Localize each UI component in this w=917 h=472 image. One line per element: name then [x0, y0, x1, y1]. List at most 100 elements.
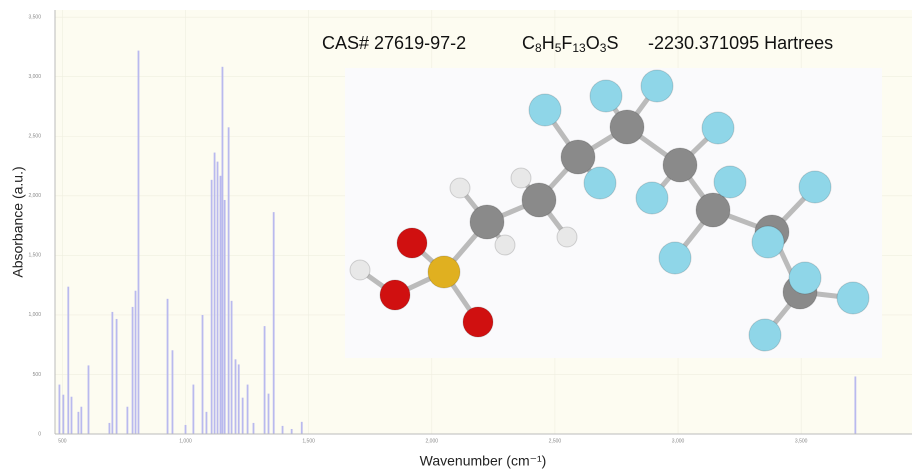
- atom: [379, 279, 411, 311]
- energy: -2230.371095 Hartrees: [648, 33, 833, 53]
- atom: [494, 234, 516, 256]
- atom: [469, 204, 505, 240]
- cas-number: CAS# 27619-97-2: [322, 33, 466, 53]
- peak: [70, 396, 73, 434]
- peak: [246, 384, 249, 434]
- formula-element: H: [542, 33, 555, 53]
- y-tick-label: 3,500: [28, 14, 41, 20]
- formula-element: O: [586, 33, 600, 53]
- x-tick-label: 2,000: [426, 438, 439, 444]
- x-tick-label: 1,000: [179, 438, 192, 444]
- peak: [237, 364, 240, 434]
- peak: [300, 421, 303, 434]
- atom: [695, 192, 731, 228]
- peak: [223, 199, 226, 434]
- atom: [751, 225, 785, 259]
- x-tick-label: 2,500: [549, 438, 562, 444]
- peak: [272, 212, 275, 434]
- formula-subscript: 8: [535, 41, 542, 55]
- peak: [281, 425, 284, 434]
- atom: [609, 109, 645, 145]
- peak: [126, 406, 129, 434]
- atom: [701, 111, 735, 145]
- peak: [171, 350, 174, 434]
- peak: [219, 175, 222, 434]
- y-tick-label: 1,000: [28, 312, 41, 318]
- peak: [221, 66, 224, 435]
- peak: [205, 411, 208, 434]
- y-tick-label: 500: [33, 372, 42, 378]
- atom: [836, 281, 870, 315]
- atom: [583, 166, 617, 200]
- atom: [556, 226, 578, 248]
- x-tick-label: 1,500: [302, 438, 315, 444]
- atom: [713, 165, 747, 199]
- y-axis-label: Absorbance (a.u.): [10, 166, 26, 277]
- peak: [131, 306, 134, 434]
- peak: [67, 286, 70, 434]
- y-tick-label: 2,000: [28, 193, 41, 199]
- y-tick-label: 1,500: [28, 253, 41, 259]
- peak: [252, 422, 255, 434]
- peak: [216, 161, 219, 435]
- atom: [396, 227, 428, 259]
- peak: [263, 326, 266, 434]
- peak: [166, 298, 169, 434]
- atom: [462, 306, 494, 338]
- peak: [213, 152, 216, 435]
- peak: [230, 300, 233, 434]
- peak: [80, 406, 83, 434]
- peak: [234, 359, 237, 434]
- formula-subscript: 13: [572, 41, 586, 55]
- x-tick-label: 3,000: [672, 438, 685, 444]
- atom: [510, 167, 532, 189]
- peak: [58, 384, 61, 434]
- atom: [640, 69, 674, 103]
- x-tick-label: 3,500: [795, 438, 808, 444]
- atom: [528, 93, 562, 127]
- formula-element: S: [606, 33, 618, 53]
- peak: [108, 422, 111, 434]
- peak: [192, 384, 195, 434]
- peak: [111, 311, 114, 434]
- atom: [798, 170, 832, 204]
- formula: C8H5F13O3S: [522, 33, 618, 55]
- peak: [227, 127, 230, 434]
- peaks: [58, 50, 857, 435]
- atom: [427, 255, 461, 289]
- formula-subscript: 5: [555, 41, 562, 55]
- peak: [210, 179, 213, 434]
- peak: [290, 428, 293, 434]
- peak: [201, 315, 204, 434]
- peak: [137, 50, 140, 434]
- y-tick-label: 2,500: [28, 134, 41, 140]
- atom: [662, 147, 698, 183]
- peak: [115, 318, 118, 434]
- peak: [62, 394, 65, 434]
- formula-subscript: 3: [600, 41, 607, 55]
- atom: [589, 79, 623, 113]
- peak: [854, 376, 857, 434]
- peak: [87, 365, 90, 434]
- atom: [748, 318, 782, 352]
- peak: [241, 397, 244, 434]
- formula-element: F: [561, 33, 572, 53]
- atom: [560, 139, 596, 175]
- atom: [449, 177, 471, 199]
- atom: [521, 182, 557, 218]
- y-tick-label: 3,000: [28, 74, 41, 80]
- formula-element: C: [522, 33, 535, 53]
- peak: [134, 290, 137, 434]
- atom: [788, 261, 822, 295]
- y-tick-label: 0: [38, 431, 41, 437]
- peak: [267, 393, 270, 434]
- atom: [658, 241, 692, 275]
- molecule-image: [345, 68, 882, 358]
- x-tick-label: 500: [58, 438, 67, 444]
- peak: [184, 424, 187, 434]
- atom: [635, 181, 669, 215]
- atom: [349, 259, 371, 281]
- x-axis-label: Wavenumber (cm⁻¹): [420, 453, 547, 469]
- peak: [77, 411, 80, 434]
